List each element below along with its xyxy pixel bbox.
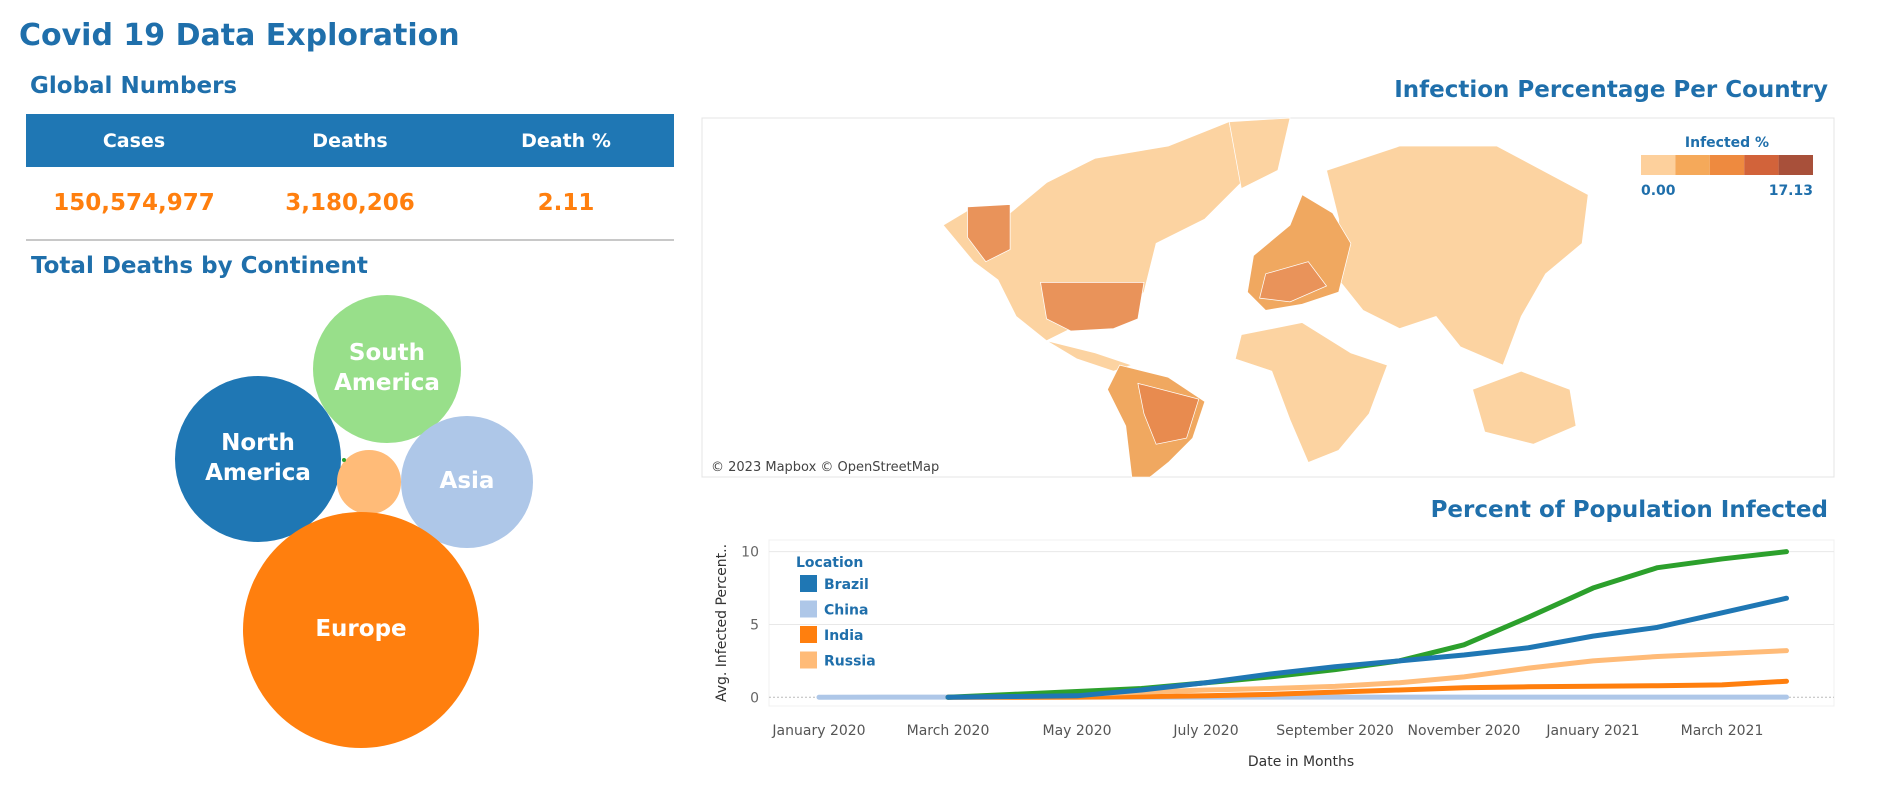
- value-cell: 150,574,977: [26, 167, 242, 241]
- bubble-label: Asia: [439, 468, 495, 495]
- page-title: Covid 19 Data Exploration: [19, 18, 460, 53]
- legend-swatch: [800, 600, 817, 618]
- bubble: Europe: [243, 512, 479, 748]
- x-tick-label: May 2020: [1042, 723, 1111, 739]
- legend-title: Location: [796, 555, 863, 571]
- legend-label: Brazil: [824, 577, 869, 593]
- australia: [1472, 370, 1577, 445]
- bubble: [341, 457, 347, 463]
- header-cell: Death %: [458, 114, 674, 167]
- y-tick-label: 0: [750, 690, 759, 706]
- header-cell: Cases: [26, 114, 242, 167]
- legend-swatch: [1778, 155, 1813, 175]
- value-cell: 3,180,206: [242, 167, 458, 241]
- legend-min: 0.00: [1641, 183, 1676, 199]
- x-tick-label: January 2020: [771, 723, 865, 739]
- greenland: [1228, 117, 1291, 190]
- map-attribution: © 2023 Mapbox © OpenStreetMap: [711, 460, 939, 475]
- brazil: [1137, 382, 1200, 445]
- x-tick-label: July 2020: [1172, 723, 1238, 739]
- y-tick-label: 5: [750, 617, 759, 633]
- alaska: [967, 204, 1011, 263]
- usa: [1040, 281, 1145, 332]
- map: [942, 117, 1589, 478]
- legend-label: China: [824, 603, 868, 619]
- series-line: [945, 595, 1789, 700]
- chart-title: Percent of Population Infected: [1430, 497, 1828, 523]
- x-tick-label: September 2020: [1276, 723, 1393, 739]
- section-title: Global Numbers: [30, 73, 238, 99]
- bubble: Asia: [401, 416, 533, 548]
- chart-title: Total Deaths by Continent: [31, 253, 368, 279]
- legend-swatch: [800, 651, 817, 669]
- legend-swatch: [800, 575, 817, 592]
- legend-title: Infected %: [1685, 135, 1769, 151]
- bubble: North America: [175, 376, 341, 542]
- y-axis-title: Avg. Infected Percent..: [714, 544, 730, 702]
- y-tick-label: 10: [741, 545, 759, 561]
- value-cell: 2.11: [458, 167, 674, 241]
- bubble-label: North America: [205, 430, 311, 486]
- legend-label: Russia: [824, 654, 876, 670]
- bubble: South America: [312, 294, 462, 444]
- x-tick-label: March 2021: [1681, 723, 1764, 739]
- global-numbers-table: Cases Deaths Death % 150,574,977 3,180,206 2…: [26, 114, 674, 241]
- header-cell: Deaths: [242, 114, 458, 167]
- chart-title: Infection Percentage Per Country: [1394, 77, 1828, 103]
- x-tick-label: November 2020: [1408, 723, 1521, 739]
- x-tick-label: January 2021: [1545, 723, 1639, 739]
- bubble-label: South America: [334, 340, 440, 396]
- legend-swatch: [800, 626, 817, 643]
- legend-label: India: [824, 628, 863, 644]
- legend-swatch: [1641, 155, 1676, 175]
- x-tick-label: March 2020: [907, 723, 990, 739]
- bubble-label: Europe: [315, 616, 407, 643]
- bubble: [337, 450, 401, 514]
- legend-max: 17.13: [1769, 183, 1813, 199]
- europe-core: [1259, 261, 1328, 303]
- legend-swatch: [1744, 155, 1779, 175]
- legend-swatch: [1709, 155, 1745, 175]
- africa: [1234, 322, 1388, 463]
- legend-swatch: [1675, 155, 1710, 175]
- x-axis-title: Date in Months: [1248, 754, 1354, 770]
- asia: [1326, 145, 1589, 366]
- plot-frame: [768, 539, 1835, 707]
